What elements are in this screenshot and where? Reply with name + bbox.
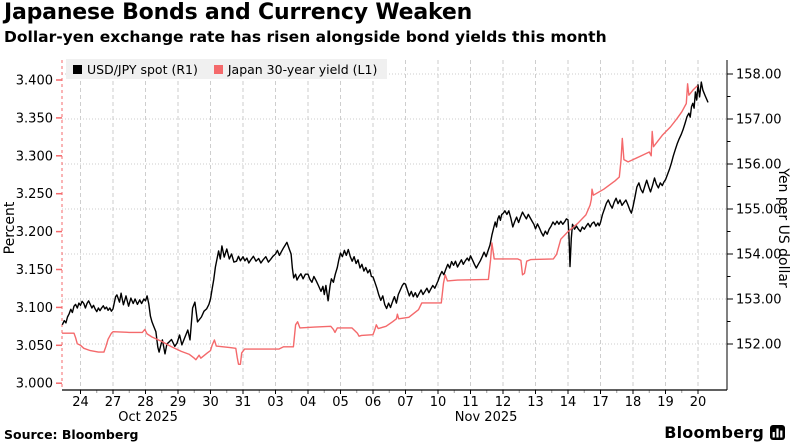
svg-text:06: 06 <box>365 395 382 410</box>
svg-text:14: 14 <box>560 395 577 410</box>
bloomberg-wordmark: Bloomberg <box>664 423 764 442</box>
svg-text:155.00: 155.00 <box>736 203 782 218</box>
svg-text:27: 27 <box>105 395 122 410</box>
svg-text:05: 05 <box>332 395 349 410</box>
svg-text:19: 19 <box>657 395 674 410</box>
svg-text:10: 10 <box>430 395 447 410</box>
svg-text:156.00: 156.00 <box>736 158 782 173</box>
svg-text:158.00: 158.00 <box>736 68 782 83</box>
page-title: Japanese Bonds and Currency Weaken <box>4 0 473 25</box>
svg-text:03: 03 <box>267 395 284 410</box>
svg-text:17: 17 <box>592 395 609 410</box>
legend-item-usdjpy: USD/JPY spot (R1) <box>73 62 198 77</box>
svg-text:157.00: 157.00 <box>736 113 782 128</box>
legend-item-jgb30y: Japan 30-year yield (L1) <box>213 61 378 77</box>
svg-text:07: 07 <box>397 395 414 410</box>
svg-text:3.100: 3.100 <box>16 301 53 316</box>
svg-text:3.050: 3.050 <box>16 339 53 354</box>
jgb30y-series-swatch-icon <box>213 64 223 74</box>
svg-text:3.250: 3.250 <box>16 187 53 202</box>
legend-label-jgb30y: Japan 30-year yield (L1) <box>227 61 378 77</box>
svg-text:3.350: 3.350 <box>16 111 53 126</box>
svg-text:Nov 2025: Nov 2025 <box>455 410 518 425</box>
svg-text:28: 28 <box>137 395 154 410</box>
bloomberg-brand: Bloomberg <box>664 423 785 442</box>
bloomberg-logo-icon <box>770 425 785 440</box>
svg-text:04: 04 <box>300 395 317 410</box>
svg-text:Yen per US dollar: Yen per US dollar <box>775 167 791 288</box>
svg-text:152.00: 152.00 <box>736 338 782 353</box>
svg-text:Percent: Percent <box>2 201 18 254</box>
svg-text:31: 31 <box>235 395 252 410</box>
svg-text:Oct 2025: Oct 2025 <box>118 410 178 425</box>
svg-text:13: 13 <box>527 395 544 410</box>
svg-text:29: 29 <box>170 395 187 410</box>
svg-text:12: 12 <box>495 395 512 410</box>
usdjpy-series-swatch-icon <box>73 64 82 74</box>
svg-text:11: 11 <box>462 395 479 410</box>
chart-legend: USD/JPY spot (R1) Japan 30-year yield (L… <box>66 59 388 79</box>
svg-text:30: 30 <box>202 395 219 410</box>
svg-text:20: 20 <box>690 395 707 410</box>
svg-text:24: 24 <box>72 395 89 410</box>
source-note: Source: Bloomberg <box>4 427 139 442</box>
svg-text:3.200: 3.200 <box>16 225 53 240</box>
svg-text:3.000: 3.000 <box>16 377 53 392</box>
svg-text:18: 18 <box>625 395 642 410</box>
svg-text:3.300: 3.300 <box>16 149 53 164</box>
legend-label-usdjpy: USD/JPY spot (R1) <box>87 61 198 77</box>
svg-text:3.400: 3.400 <box>16 74 53 89</box>
svg-text:154.00: 154.00 <box>736 248 782 263</box>
svg-text:153.00: 153.00 <box>736 293 782 308</box>
svg-text:3.150: 3.150 <box>16 263 53 278</box>
page-subtitle: Dollar-yen exchange rate has risen along… <box>4 28 607 46</box>
